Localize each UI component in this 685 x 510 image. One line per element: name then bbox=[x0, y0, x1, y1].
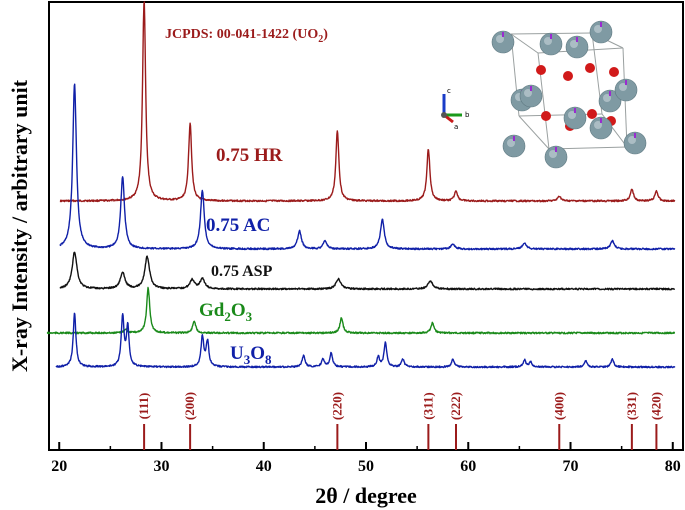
uranium-tip-11 bbox=[634, 133, 636, 138]
series-trace-3 bbox=[46, 286, 676, 335]
series-label-hr: 0.75 HR bbox=[216, 145, 283, 166]
cell-edge-10 bbox=[518, 115, 550, 150]
uranium-tip-0 bbox=[502, 32, 504, 37]
x-axis-label: 2θ / degree bbox=[315, 483, 417, 508]
reference-card-label-main: JCPDS: 00-041-1422 (UO bbox=[165, 27, 318, 42]
uranium-tip-6 bbox=[609, 91, 611, 96]
reference-peak-label-5: (400) bbox=[551, 392, 566, 420]
reference-peak-label-0: (111) bbox=[136, 393, 151, 420]
cell-edge-8 bbox=[510, 33, 539, 54]
uranium-tip-12 bbox=[574, 108, 576, 113]
x-axis: 20 30 40 50 60 70 80 bbox=[51, 442, 681, 475]
triad-a-label: a bbox=[454, 123, 458, 131]
uranium-tip-1 bbox=[550, 34, 552, 39]
reference-peak-label-4: (222) bbox=[448, 392, 463, 420]
uranium-tip-7 bbox=[625, 80, 627, 85]
uranium-tip-3 bbox=[600, 22, 602, 27]
uranium-tip-8 bbox=[600, 118, 602, 123]
series-label-asp: 0.75 ASP bbox=[211, 263, 273, 280]
axis-triad: c b a bbox=[441, 87, 470, 131]
x-tick-label: 60 bbox=[460, 458, 476, 475]
reference-peaks: (111) (200) (220) (311) (222) (400) (331) (420) bbox=[136, 392, 663, 450]
uranium-tip-5 bbox=[530, 86, 532, 91]
series-trace-0 bbox=[59, 1, 676, 203]
oxygen-atom-1 bbox=[563, 71, 573, 81]
reference-peak-label-2: (220) bbox=[329, 392, 344, 420]
uo2-unit-cell-inset bbox=[491, 20, 647, 169]
x-tick-label: 40 bbox=[256, 458, 272, 475]
oxygen-atom-6 bbox=[587, 109, 597, 119]
oxygen-atom-0 bbox=[536, 65, 546, 75]
triad-origin bbox=[441, 112, 447, 118]
reference-peak-label-3: (311) bbox=[420, 392, 435, 419]
x-tick-label: 20 bbox=[51, 458, 67, 475]
reference-peak-label-1: (200) bbox=[182, 392, 197, 420]
reference-peak-label-7: (420) bbox=[648, 392, 663, 420]
reference-peak-label-6: (331) bbox=[624, 392, 639, 420]
series-trace-4 bbox=[55, 312, 676, 369]
x-tick-label: 50 bbox=[358, 458, 374, 475]
series-label-u3o8: U3O8 bbox=[230, 343, 272, 367]
reference-card-label-end: ) bbox=[323, 27, 328, 42]
xrd-traces bbox=[46, 1, 676, 369]
series-trace-2 bbox=[59, 251, 676, 291]
series-trace-1 bbox=[59, 83, 676, 251]
oxygen-atom-2 bbox=[585, 63, 595, 73]
oxygen-atom-4 bbox=[541, 111, 551, 121]
y-axis-label: X-ray Intensity / arbitrary unit bbox=[7, 79, 32, 372]
x-tick-label: 80 bbox=[665, 458, 681, 475]
triad-c-label: c bbox=[447, 87, 451, 95]
x-tick-label: 70 bbox=[563, 458, 579, 475]
reference-card-label: JCPDS: 00-041-1422 (UO2) bbox=[165, 27, 328, 45]
uranium-tip-9 bbox=[513, 136, 515, 141]
oxygen-atom-3 bbox=[609, 67, 619, 77]
triad-b-label: b bbox=[465, 111, 470, 119]
x-tick-label: 30 bbox=[153, 458, 169, 475]
reference-card-label-sub: 2 bbox=[318, 34, 323, 45]
series-label-gd2o3: Gd2O3 bbox=[199, 300, 253, 324]
uranium-tip-2 bbox=[576, 37, 578, 42]
series-label-ac: 0.75 AC bbox=[206, 215, 270, 236]
uranium-tip-10 bbox=[555, 147, 557, 152]
